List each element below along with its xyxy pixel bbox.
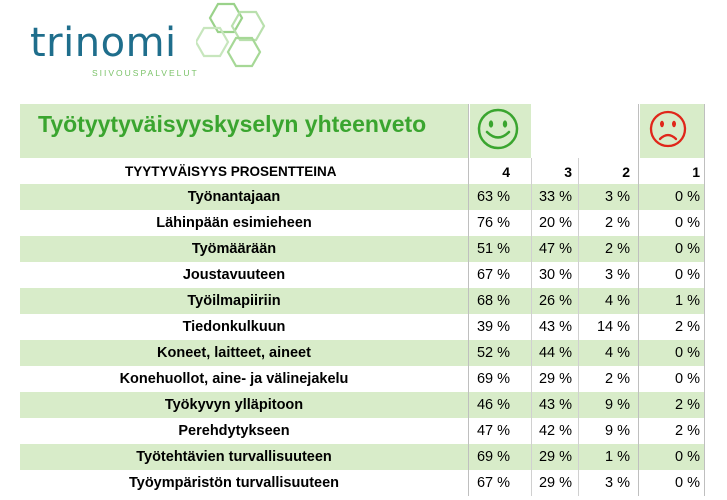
row-value-col-4: 69 % [476,371,510,387]
row-band [20,392,704,418]
row-value-col-2: 3 % [605,267,630,283]
row-value-col-2: 3 % [605,475,630,491]
row-value-col-3: 29 % [538,449,572,465]
row-value-col-1: 0 % [675,449,700,465]
row-band [20,288,704,314]
logo-tagline: SIIVOUSPALVELUT [92,68,199,78]
row-value-col-4: 67 % [476,267,510,283]
row-label: Konehuollot, aine- ja välinejakelu [119,371,349,387]
row-value-col-3: 29 % [538,371,572,387]
row-value-col-4: 69 % [476,449,510,465]
row-value-col-4: 63 % [476,189,510,205]
row-value-col-4: 46 % [476,397,510,413]
row-value-col-3: 47 % [538,241,572,257]
row-value-col-2: 2 % [605,215,630,231]
row-value-col-1: 0 % [675,345,700,361]
row-label: Työtehtävien turvallisuuteen [136,449,332,465]
page-title: Työtyytyväisyyskyselyn yhteenveto [38,111,427,137]
grid-line [704,104,705,496]
row-value-col-1: 2 % [675,319,700,335]
row-value-col-1: 0 % [675,241,700,257]
header-col-1: 1 [692,164,700,180]
row-value-col-4: 67 % [476,475,510,491]
row-value-col-2: 9 % [605,397,630,413]
header-label: TYYTYVÄISYYS PROSENTTEINA [125,164,337,179]
row-value-col-1: 0 % [675,189,700,205]
row-label: Perehdytykseen [178,423,290,439]
row-value-col-1: 0 % [675,371,700,387]
row-value-col-4: 51 % [476,241,510,257]
row-value-col-2: 9 % [605,423,630,439]
logo-wordmark: trinomi [30,20,177,66]
row-band [20,340,704,366]
hexagon-logo-icon [196,2,266,68]
row-label: Tiedonkulkuun [182,319,286,335]
row-value-col-1: 0 % [675,267,700,283]
row-label: Työilmapiiriin [187,293,281,309]
frown-icon [649,110,687,148]
header-col-2: 2 [622,164,630,180]
grid-line [638,104,639,496]
row-value-col-4: 47 % [476,423,510,439]
row-value-col-4: 76 % [476,215,510,231]
row-value-col-1: 2 % [675,423,700,439]
title-band [20,104,468,158]
trinomi-logo: trinomi SIIVOUSPALVELUT [30,2,290,88]
row-label: Työmäärään [191,241,277,257]
grid-line [531,158,532,496]
row-value-col-4: 52 % [476,345,510,361]
row-value-col-3: 42 % [538,423,572,439]
row-value-col-2: 1 % [605,449,630,465]
row-value-col-4: 68 % [476,293,510,309]
row-value-col-1: 2 % [675,397,700,413]
header-col-3: 3 [564,164,572,180]
row-value-col-3: 44 % [538,345,572,361]
row-band [20,444,704,470]
row-label: Joustavuuteen [182,267,286,283]
row-band [20,236,704,262]
row-value-col-2: 2 % [605,371,630,387]
row-value-col-2: 14 % [596,319,630,335]
row-value-col-3: 29 % [538,475,572,491]
row-value-col-3: 43 % [538,397,572,413]
row-value-col-2: 4 % [605,293,630,309]
row-value-col-3: 30 % [538,267,572,283]
row-value-col-1: 1 % [675,293,700,309]
row-value-col-1: 0 % [675,215,700,231]
smiley-icon [477,108,519,150]
row-value-col-2: 3 % [605,189,630,205]
row-label: Työkyvyn ylläpitoon [164,397,304,413]
row-label: Koneet, laitteet, aineet [157,345,311,361]
row-value-col-3: 26 % [538,293,572,309]
row-label: Työympäristön turvallisuuteen [128,475,340,491]
row-band [20,184,704,210]
grid-line [468,104,469,496]
header-col-4: 4 [502,164,510,180]
row-value-col-2: 2 % [605,241,630,257]
row-value-col-1: 0 % [675,475,700,491]
row-label: Lähinpään esimieheen [156,215,312,231]
row-label: Työnantajaan [187,189,281,205]
row-value-col-3: 33 % [538,189,572,205]
row-value-col-2: 4 % [605,345,630,361]
grid-line [578,158,579,496]
row-value-col-4: 39 % [476,319,510,335]
row-value-col-3: 43 % [538,319,572,335]
row-value-col-3: 20 % [538,215,572,231]
